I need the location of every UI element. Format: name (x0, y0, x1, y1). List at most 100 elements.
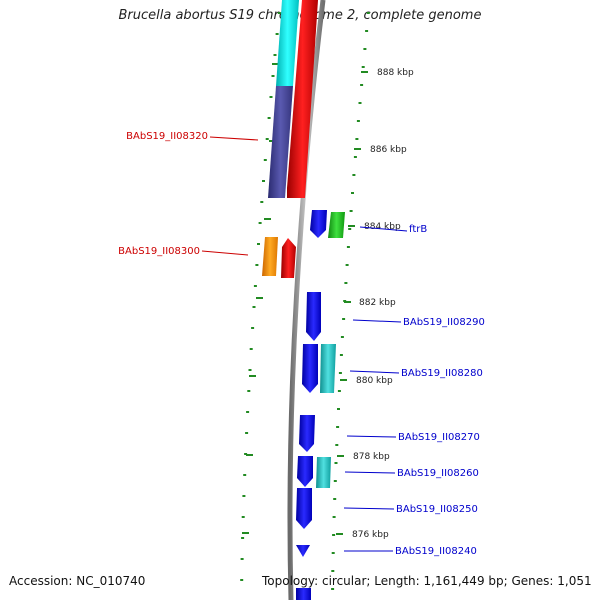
guide-dot (331, 570, 335, 572)
guide-dot (351, 192, 354, 194)
guide-dot (331, 588, 335, 590)
guide-dot (355, 138, 359, 140)
guide-dot (349, 210, 353, 212)
guide-dot (338, 372, 342, 374)
tick-label: 878 kbp (353, 452, 390, 462)
guide-dot (247, 390, 251, 392)
gene-teal-a (320, 344, 336, 393)
guide-dot (356, 120, 360, 122)
gene-red-small (281, 238, 296, 278)
gene-label-BAbS19_II08290[interactable]: BAbS19_II08290 (403, 317, 485, 328)
guide-dot (348, 228, 352, 230)
guide-dash (249, 375, 256, 377)
gene-navy (268, 86, 293, 198)
guide-dot (340, 336, 344, 338)
gene-cyan-top (276, 0, 299, 86)
guide-dot (360, 84, 364, 86)
guide-dot (345, 264, 349, 266)
right-gene-labels: ftrB BAbS19_II08290 BAbS19_II08280 BAbS1… (343, 224, 485, 557)
gene-blue-b (306, 292, 321, 341)
gene-label-BAbS19_II08320[interactable]: BAbS19_II08320 (126, 131, 208, 142)
chromosome-backbone (287, 0, 326, 600)
guide-dot (241, 537, 245, 539)
left-gene-labels: BAbS19_II08320 BAbS19_II08300 (118, 131, 259, 257)
guide-dot (271, 75, 275, 77)
gene-label-ftrB[interactable]: ftrB (409, 224, 427, 235)
guide-dot (269, 96, 273, 98)
gene-blue-f (296, 488, 312, 529)
tick-label: 876 kbp (352, 530, 389, 540)
guide-dot (361, 66, 365, 68)
guide-dot (246, 411, 250, 413)
guide-dot (245, 432, 249, 434)
guide-dot (363, 48, 367, 50)
guide-dot (332, 516, 336, 518)
guide-dot (333, 480, 337, 482)
guide-dot (260, 201, 264, 203)
gene-blue-e (297, 456, 313, 487)
guide-dot (252, 306, 256, 308)
gene-teal-b (316, 457, 331, 488)
gene-label-BAbS19_II08300[interactable]: BAbS19_II08300 (118, 246, 200, 257)
gene-blue-a (310, 210, 327, 238)
guide-dot (336, 426, 340, 428)
scale-ticks: 888 kbp 886 kbp 884 kbp 882 kbp 880 kbp … (336, 68, 414, 540)
guide-dot (334, 462, 338, 464)
guide-dash (256, 297, 263, 299)
gene-orange (262, 237, 278, 276)
guide-dot (248, 369, 252, 371)
guide-dot (275, 33, 279, 35)
gene-label-BAbS19_II08280[interactable]: BAbS19_II08280 (401, 368, 483, 379)
guide-dot (267, 117, 271, 119)
guide-dot (242, 495, 246, 497)
gene-blue-d (299, 415, 315, 452)
gene-blue-g (296, 545, 310, 557)
guide-dot (244, 453, 248, 455)
guide-dot (240, 558, 244, 560)
guide-dot (243, 474, 247, 476)
gene-label-BAbS19_II08240[interactable]: BAbS19_II08240 (395, 546, 477, 557)
guide-dot (337, 390, 341, 392)
guide-dot (366, 12, 370, 14)
guide-dot (331, 552, 335, 554)
guide-dot (358, 102, 362, 104)
guide-dot (251, 327, 255, 329)
gene-blue-h (296, 588, 311, 600)
gene-red-top (287, 0, 318, 198)
tick-label: 880 kbp (356, 376, 393, 386)
gene-label-BAbS19_II08250[interactable]: BAbS19_II08250 (396, 504, 478, 515)
guide-dot (255, 264, 259, 266)
guide-dot (353, 156, 357, 158)
guide-dot (365, 30, 369, 32)
tick-label: 888 kbp (377, 68, 414, 78)
guide-dot (265, 138, 269, 140)
gene-label-BAbS19_II08260[interactable]: BAbS19_II08260 (397, 468, 479, 479)
guide-dot (262, 180, 265, 182)
tick-label: 882 kbp (359, 298, 396, 308)
guide-dot (273, 54, 277, 56)
guide-dot (253, 285, 257, 287)
guide-dot (241, 516, 245, 518)
guide-dot (249, 348, 253, 350)
gene-label-BAbS19_II08270[interactable]: BAbS19_II08270 (398, 432, 480, 443)
gene-green-ftrb (328, 212, 345, 238)
guide-dot (342, 318, 346, 320)
guide-dot (339, 354, 343, 356)
guide-dash (264, 218, 271, 220)
topology-text: Topology: circular; Length: 1,161,449 bp… (262, 574, 592, 588)
guide-dot (337, 408, 340, 410)
gene-blue-c (302, 344, 318, 393)
guide-dash (246, 454, 253, 456)
guide-dot (277, 12, 281, 14)
guide-dot (333, 498, 337, 500)
tick-label: 884 kbp (364, 222, 401, 232)
guide-dot (240, 579, 244, 581)
guide-dot (352, 174, 356, 176)
guide-dot (258, 222, 262, 224)
accession-text: Accession: NC_010740 (9, 574, 146, 588)
guide-dot (257, 243, 260, 245)
guide-dot (332, 534, 336, 536)
map-title: Brucella abortus S19 chromosome 2, compl… (118, 8, 482, 23)
guide-dot (344, 282, 348, 284)
